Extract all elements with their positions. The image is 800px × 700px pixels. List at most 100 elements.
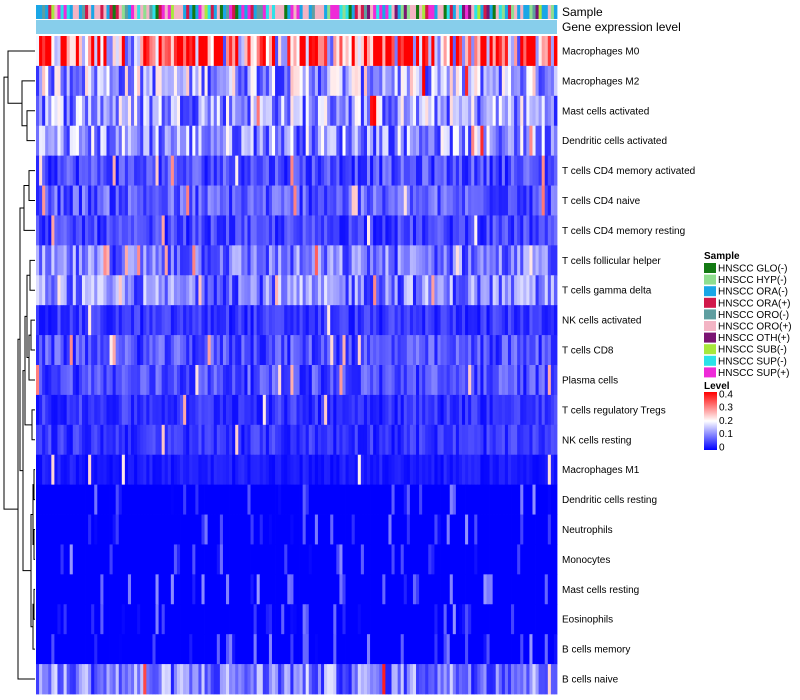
heatmap-cell [204, 275, 209, 306]
heatmap-cell [345, 65, 349, 97]
heatmap-cell [186, 484, 190, 515]
heatmap-cell [250, 185, 254, 216]
heatmap-cell [275, 454, 279, 486]
heatmap-cell [204, 574, 209, 605]
heatmap-cell [124, 514, 129, 545]
heatmap-cell [526, 155, 530, 186]
heatmap-cell [498, 634, 503, 665]
heatmap-cell [409, 664, 414, 695]
heatmap-cell [112, 574, 117, 605]
heatmap-cell [471, 95, 475, 127]
heatmap-cell [48, 454, 52, 486]
heatmap-cell [452, 185, 457, 216]
heatmap-cell [281, 544, 285, 575]
heatmap-cell [253, 245, 258, 276]
heatmap-cell [373, 155, 377, 186]
sample-annotation-cell [69, 5, 74, 19]
heatmap-cell [501, 305, 506, 336]
heatmap-cell [229, 125, 233, 157]
heatmap-cell [100, 335, 104, 366]
heatmap-cell [366, 424, 371, 456]
heatmap-cell [416, 424, 420, 456]
sample-annotation-cell [553, 5, 558, 19]
heatmap-cell [345, 574, 349, 605]
heatmap-cell [94, 454, 98, 486]
heatmap-cell [121, 65, 126, 97]
heatmap-cell [342, 275, 346, 306]
heatmap-cell [550, 275, 555, 306]
heatmap-cell [173, 514, 178, 545]
heatmap-cell [103, 95, 107, 127]
sample-annotation-cell [461, 5, 466, 19]
heatmap-cell [284, 514, 288, 545]
heatmap-cell [232, 305, 236, 336]
heatmap-cell [152, 424, 156, 456]
heatmap-cell [345, 335, 349, 366]
heatmap-cell [287, 424, 291, 456]
heatmap-cell [118, 125, 123, 157]
heatmap-cell [425, 185, 429, 216]
heatmap-cell [259, 335, 264, 366]
heatmap-cell [176, 335, 181, 366]
heatmap-cell [440, 394, 444, 426]
heatmap-cell [198, 365, 202, 396]
heatmap-cell [186, 634, 190, 665]
heatmap-cell [342, 514, 346, 545]
heatmap-cell [170, 484, 175, 515]
heatmap-cell [57, 36, 61, 67]
heatmap-cell [161, 185, 166, 216]
heatmap-cell [514, 125, 518, 157]
heatmap-cell [324, 305, 328, 336]
heatmap-cell [244, 454, 248, 486]
heatmap-cell [382, 335, 386, 366]
heatmap-cell [36, 424, 40, 456]
heatmap-cell [541, 305, 546, 336]
heatmap-cell [511, 155, 515, 186]
heatmap-cell [547, 245, 552, 276]
heatmap-cell [302, 394, 307, 426]
heatmap-cell [474, 245, 478, 276]
heatmap-cell [63, 634, 68, 665]
heatmap-cell [103, 664, 107, 695]
heatmap-cell [275, 574, 279, 605]
heatmap-cell [278, 125, 282, 157]
heatmap-cell [553, 634, 558, 665]
heatmap-cell [446, 394, 451, 426]
heatmap-cell [547, 305, 552, 336]
heatmap-cell [437, 275, 441, 306]
heatmap-cell [244, 424, 248, 456]
heatmap-cell [66, 514, 71, 545]
heatmap-cell [42, 424, 46, 456]
heatmap-cell [351, 365, 356, 396]
heatmap-cell [121, 335, 126, 366]
heatmap-cell [431, 275, 435, 306]
heatmap-cell [146, 36, 150, 67]
heatmap-cell [66, 544, 71, 575]
heatmap-cell [535, 454, 540, 486]
heatmap-cell [124, 95, 129, 127]
heatmap-cell [222, 394, 227, 426]
heatmap-cell [455, 65, 460, 97]
heatmap-cell [357, 604, 362, 635]
sample-annotation-cell [544, 5, 549, 19]
heatmap-cell [88, 484, 92, 515]
heatmap-cell [222, 215, 227, 246]
heatmap-cell [127, 544, 132, 575]
heatmap-cell [327, 335, 331, 366]
heatmap-cell [140, 275, 144, 306]
heatmap-cell [36, 514, 40, 545]
heatmap-cell [219, 574, 224, 605]
heatmap-cell [146, 125, 150, 157]
heatmap-cell [477, 215, 481, 246]
heatmap-cell [253, 394, 258, 426]
heatmap-cell [514, 454, 518, 486]
heatmap-cell [287, 155, 291, 186]
heatmap-cell [268, 574, 273, 605]
heatmap-cell [109, 604, 114, 635]
heatmap-cell [161, 574, 166, 605]
heatmap-cell [85, 335, 89, 366]
heatmap-cell [308, 36, 313, 67]
heatmap-cell [176, 664, 181, 695]
row-label: Plasma cells [562, 376, 618, 387]
heatmap-cell [271, 664, 276, 695]
